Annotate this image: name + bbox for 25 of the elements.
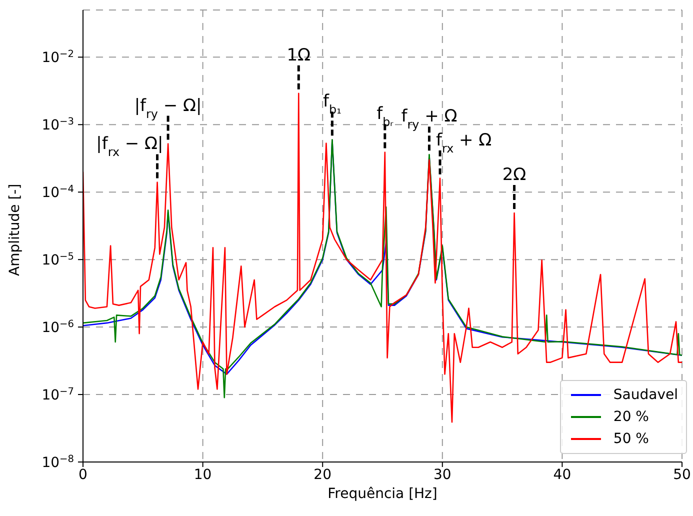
x-axis-title: Frequência [Hz] [326,486,438,502]
legend-label: 20 % [613,409,649,425]
legend-label: Saudavel [613,387,678,403]
y-tick-label: 10$^{−6}$ [42,318,74,336]
y-axis-title: Amplitude [-] [6,184,23,276]
y-tick-label: 10$^{−8}$ [42,454,74,471]
annotation: |f$_{ry}$ − Ω| [134,96,202,121]
legend-label: 50 % [613,431,649,447]
x-tick-label: 40 [553,466,572,483]
line-series [83,92,682,423]
annotation: f$_{rx}$ + Ω [436,130,492,156]
annotation: 1Ω [286,45,311,66]
annotation: |f$_{rx}$ − Ω| [96,134,164,160]
annotation: f$_{ry}$ + Ω [401,106,458,132]
x-tick-label: 20 [314,466,332,483]
x-tick-label: 30 [433,466,452,483]
y-tick-label: 10$^{−3}$ [42,116,74,134]
annotation: 2Ω [502,165,526,186]
x-tick-label: 10 [194,466,212,483]
x-tick-label: 0 [78,466,88,483]
y-tick-label: 10$^{−7}$ [42,386,74,404]
y-tick-label: 10$^{−2}$ [42,48,74,66]
y-tick-label: 10$^{−5}$ [42,251,74,269]
x-tick-label: 50 [673,466,691,483]
y-tick-label: 10$^{−4}$ [42,184,74,202]
